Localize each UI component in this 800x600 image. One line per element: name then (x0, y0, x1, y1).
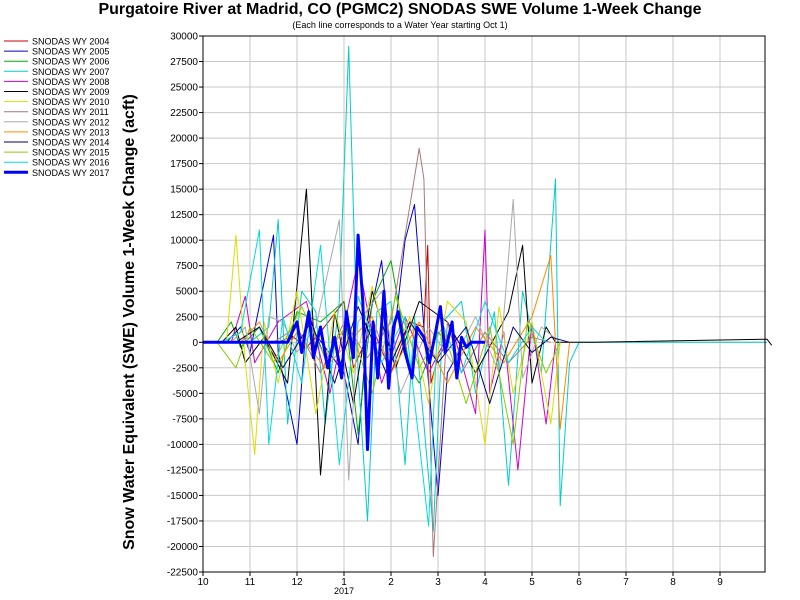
x-tick-label: 9 (717, 577, 723, 588)
legend-label: SNODAS WY 2006 (32, 57, 109, 67)
y-tick-label: -22500 (167, 568, 199, 579)
legend-label: SNODAS WY 2004 (32, 37, 109, 47)
x-tick-label: 5 (529, 577, 535, 588)
legend-label: SNODAS WY 2007 (32, 67, 109, 77)
legend-label: SNODAS WY 2017 (32, 168, 109, 178)
chart-subtitle: (Each line corresponds to a Water Year s… (292, 20, 508, 30)
x-tick-label: 6 (576, 577, 582, 588)
y-tick-label: -12500 (167, 465, 199, 476)
series-line (216, 295, 561, 445)
y-tick-label: 22500 (170, 108, 198, 119)
series-line (226, 204, 472, 496)
legend-label: SNODAS WY 2013 (32, 127, 109, 137)
y-tick-label: 27500 (170, 57, 198, 68)
series-lines (203, 45, 773, 558)
x-tick-label: 11 (245, 577, 256, 588)
y-tick-label: 2500 (176, 312, 199, 323)
x-tick-label: 12 (291, 577, 303, 588)
legend-label: SNODAS WY 2005 (32, 47, 109, 57)
x-tick-label: 1 (341, 577, 347, 588)
x-year-label: 2017 (334, 586, 354, 596)
y-tick-label: -2500 (172, 363, 198, 374)
series-line (221, 229, 547, 527)
legend-label: SNODAS WY 2016 (32, 158, 109, 168)
x-tick-label: 3 (435, 577, 441, 588)
series-line (216, 260, 448, 435)
legend-label: SNODAS WY 2009 (32, 87, 109, 97)
y-tick-label: 5000 (176, 287, 199, 298)
legend-label: SNODAS WY 2014 (32, 138, 109, 148)
series-line (249, 45, 767, 532)
y-tick-label: 7500 (176, 261, 199, 272)
x-tick-label: 8 (670, 577, 676, 588)
axis-ticks: 3000027500250002250020000175001500012500… (167, 32, 723, 597)
chart-title: Purgatoire River at Madrid, CO (PGMC2) S… (98, 1, 702, 18)
series-line (230, 198, 561, 481)
y-tick-label: -20000 (167, 542, 199, 553)
x-tick-label: 2 (388, 577, 394, 588)
legend-label: SNODAS WY 2010 (32, 97, 109, 107)
legend-label: SNODAS WY 2012 (32, 117, 109, 127)
y-tick-label: 20000 (170, 134, 198, 145)
y-tick-label: 12500 (170, 210, 198, 221)
x-tick-label: 7 (623, 577, 629, 588)
y-tick-label: 17500 (170, 159, 198, 170)
x-tick-label: 10 (197, 577, 209, 588)
y-tick-label: 10000 (170, 236, 198, 247)
y-tick-label: -10000 (167, 440, 199, 451)
legend-label: SNODAS WY 2015 (32, 148, 109, 158)
legend-label: SNODAS WY 2011 (32, 107, 109, 117)
y-tick-label: 30000 (170, 32, 198, 43)
plot-frame (202, 35, 766, 573)
x-tick-label: 4 (482, 577, 488, 588)
y-tick-label: -5000 (172, 389, 198, 400)
y-tick-label: 25000 (170, 83, 198, 94)
y-tick-label: -17500 (167, 516, 199, 527)
series-line (235, 306, 570, 404)
series-line (203, 233, 485, 451)
legend-label: SNODAS WY 2008 (32, 77, 109, 87)
y-tick-label: 0 (192, 338, 198, 349)
y-tick-label: -15000 (167, 491, 199, 502)
y-tick-label: 15000 (170, 185, 198, 196)
y-tick-label: -7500 (172, 414, 198, 425)
